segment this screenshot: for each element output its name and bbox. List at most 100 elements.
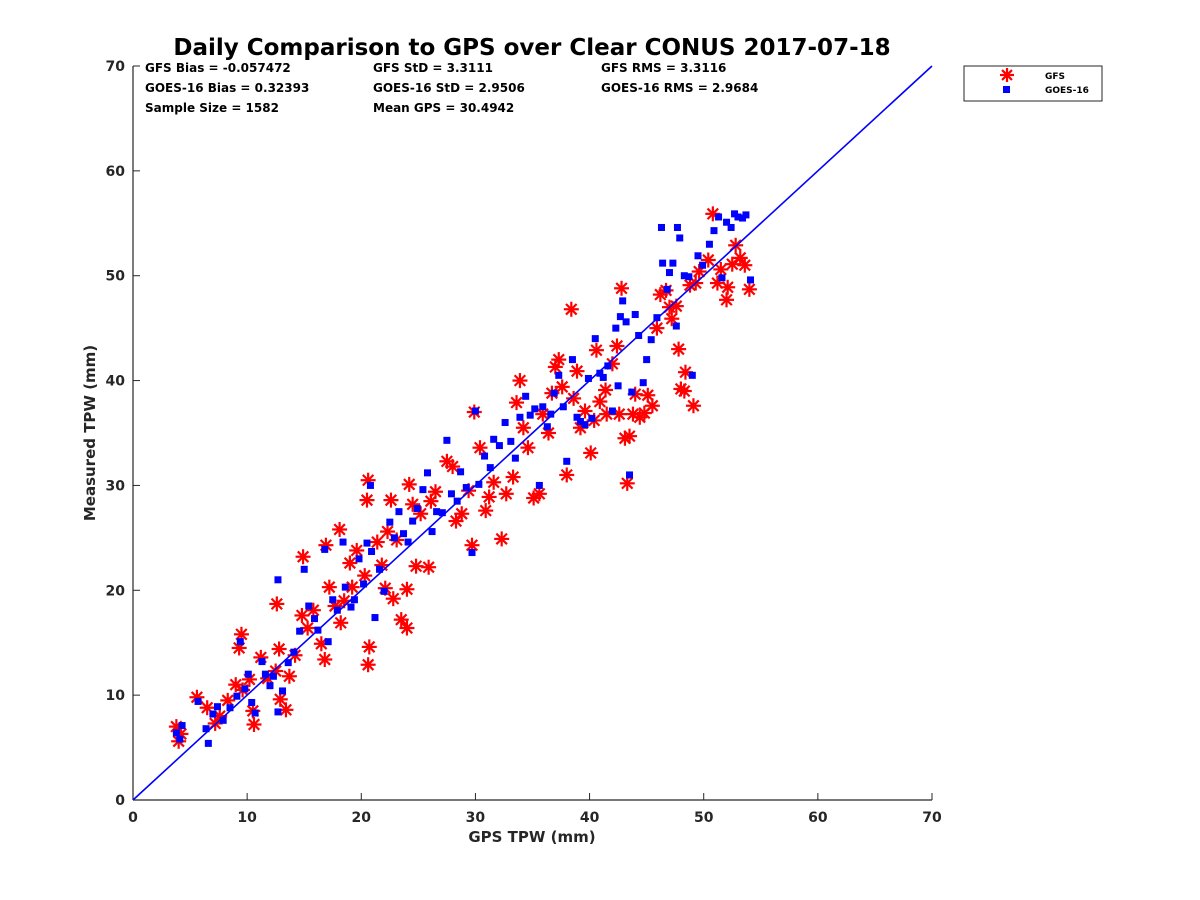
gfs-point	[720, 279, 736, 295]
goes16-point	[588, 414, 596, 422]
gfs-point	[741, 281, 757, 297]
goes16-point	[329, 596, 337, 604]
goes16-point	[486, 464, 494, 472]
goes16-point	[699, 261, 707, 269]
goes16-point	[404, 538, 412, 546]
goes16-point	[747, 276, 755, 284]
gfs-point	[737, 257, 753, 273]
goes16-point	[596, 369, 604, 377]
gfs-point	[505, 469, 521, 485]
goes16-point	[395, 508, 403, 516]
goes16-point	[468, 549, 476, 557]
goes16-point	[688, 371, 696, 379]
x-tick-label: 0	[128, 810, 138, 826]
stat-mean-gps: Mean GPS = 30.4942	[373, 101, 514, 115]
goes16-point	[386, 518, 394, 526]
gfs-point	[317, 651, 333, 667]
goes16-point	[438, 509, 446, 517]
gfs-point	[448, 513, 464, 529]
stat-sample-size: Sample Size = 1582	[145, 101, 279, 115]
gfs-point	[380, 524, 396, 540]
goes16-point	[555, 371, 563, 379]
gfs-point	[269, 596, 285, 612]
x-tick-label: 70	[922, 810, 942, 826]
goes16-point	[614, 382, 622, 390]
goes16-point	[350, 596, 358, 604]
gfs-point	[401, 476, 417, 492]
goes16-point	[284, 659, 292, 667]
goes16-point	[324, 638, 332, 646]
goes16-point	[279, 687, 287, 695]
goes16-point	[172, 729, 180, 737]
goes16-point	[269, 672, 277, 680]
goes16-point	[339, 538, 347, 546]
gfs-point	[554, 379, 570, 395]
goes16-point	[612, 324, 620, 332]
goes16-point	[599, 373, 607, 381]
goes16-point	[413, 504, 421, 512]
gfs-point	[332, 521, 348, 537]
gfs-point	[583, 445, 599, 461]
gfs-point	[385, 591, 401, 607]
goes16-point	[576, 417, 584, 425]
goes16-point	[616, 313, 624, 321]
x-tick-label: 30	[466, 810, 486, 826]
goes16-point	[360, 580, 368, 588]
gfs-point	[671, 341, 687, 357]
legend-gfs-marker	[1000, 68, 1014, 82]
gfs-point	[512, 373, 528, 389]
goes16-point	[573, 413, 581, 421]
stat-goes-std: GOES-16 StD = 2.9506	[373, 81, 525, 95]
stat-gfs-rms: GFS RMS = 3.3116	[601, 61, 726, 75]
goes16-point	[710, 227, 718, 235]
x-ticks: 0 10 20 30 40 50 60 70	[128, 793, 942, 826]
x-axis-title: GPS TPW (mm)	[468, 828, 595, 846]
gfs-point	[498, 486, 514, 502]
goes16-point	[531, 405, 539, 413]
goes16-point	[380, 587, 388, 595]
gfs-point	[622, 428, 638, 444]
y-tick-label: 30	[106, 478, 126, 494]
gfs-point	[577, 403, 593, 419]
gfs-point	[369, 534, 385, 550]
gfs-point	[598, 382, 614, 398]
gfs-point	[333, 615, 349, 631]
goes16-point	[568, 356, 576, 364]
goes16-point	[705, 240, 713, 248]
goes16-point	[511, 454, 519, 462]
goes16-point	[604, 362, 612, 370]
y-tick-label: 10	[106, 688, 126, 704]
gfs-point	[360, 657, 376, 673]
gfs-point	[383, 492, 399, 508]
goes16-point	[241, 685, 249, 693]
goes16-point	[233, 692, 241, 700]
gfs-point	[515, 420, 531, 436]
goes16-point	[376, 565, 384, 573]
goes16-point	[371, 614, 379, 622]
goes16-point	[300, 565, 308, 573]
goes16-point	[213, 703, 221, 711]
gfs-point	[551, 352, 567, 368]
gfs-point	[445, 459, 461, 475]
y-tick-label: 60	[106, 164, 126, 180]
goes16-point	[516, 413, 524, 421]
goes16-point	[423, 469, 431, 477]
gfs-point	[649, 320, 665, 336]
goes16-point	[204, 739, 212, 747]
gfs-point	[569, 363, 585, 379]
goes16-point	[723, 218, 731, 226]
goes16-point	[341, 583, 349, 591]
goes16-point	[639, 379, 647, 387]
goes16-point	[471, 407, 479, 415]
goes16-point	[251, 709, 259, 717]
y-axis-title: Measured TPW (mm)	[81, 345, 99, 521]
legend-box	[963, 65, 1103, 102]
y-ticks: 0 10 20 30 40 50 60 70	[106, 59, 140, 809]
goes16-point	[694, 252, 702, 260]
goes16-point	[296, 627, 304, 635]
goes16-point	[680, 272, 688, 280]
goes16-point	[321, 545, 329, 553]
goes16-point	[274, 708, 282, 716]
goes16-point	[663, 285, 671, 293]
